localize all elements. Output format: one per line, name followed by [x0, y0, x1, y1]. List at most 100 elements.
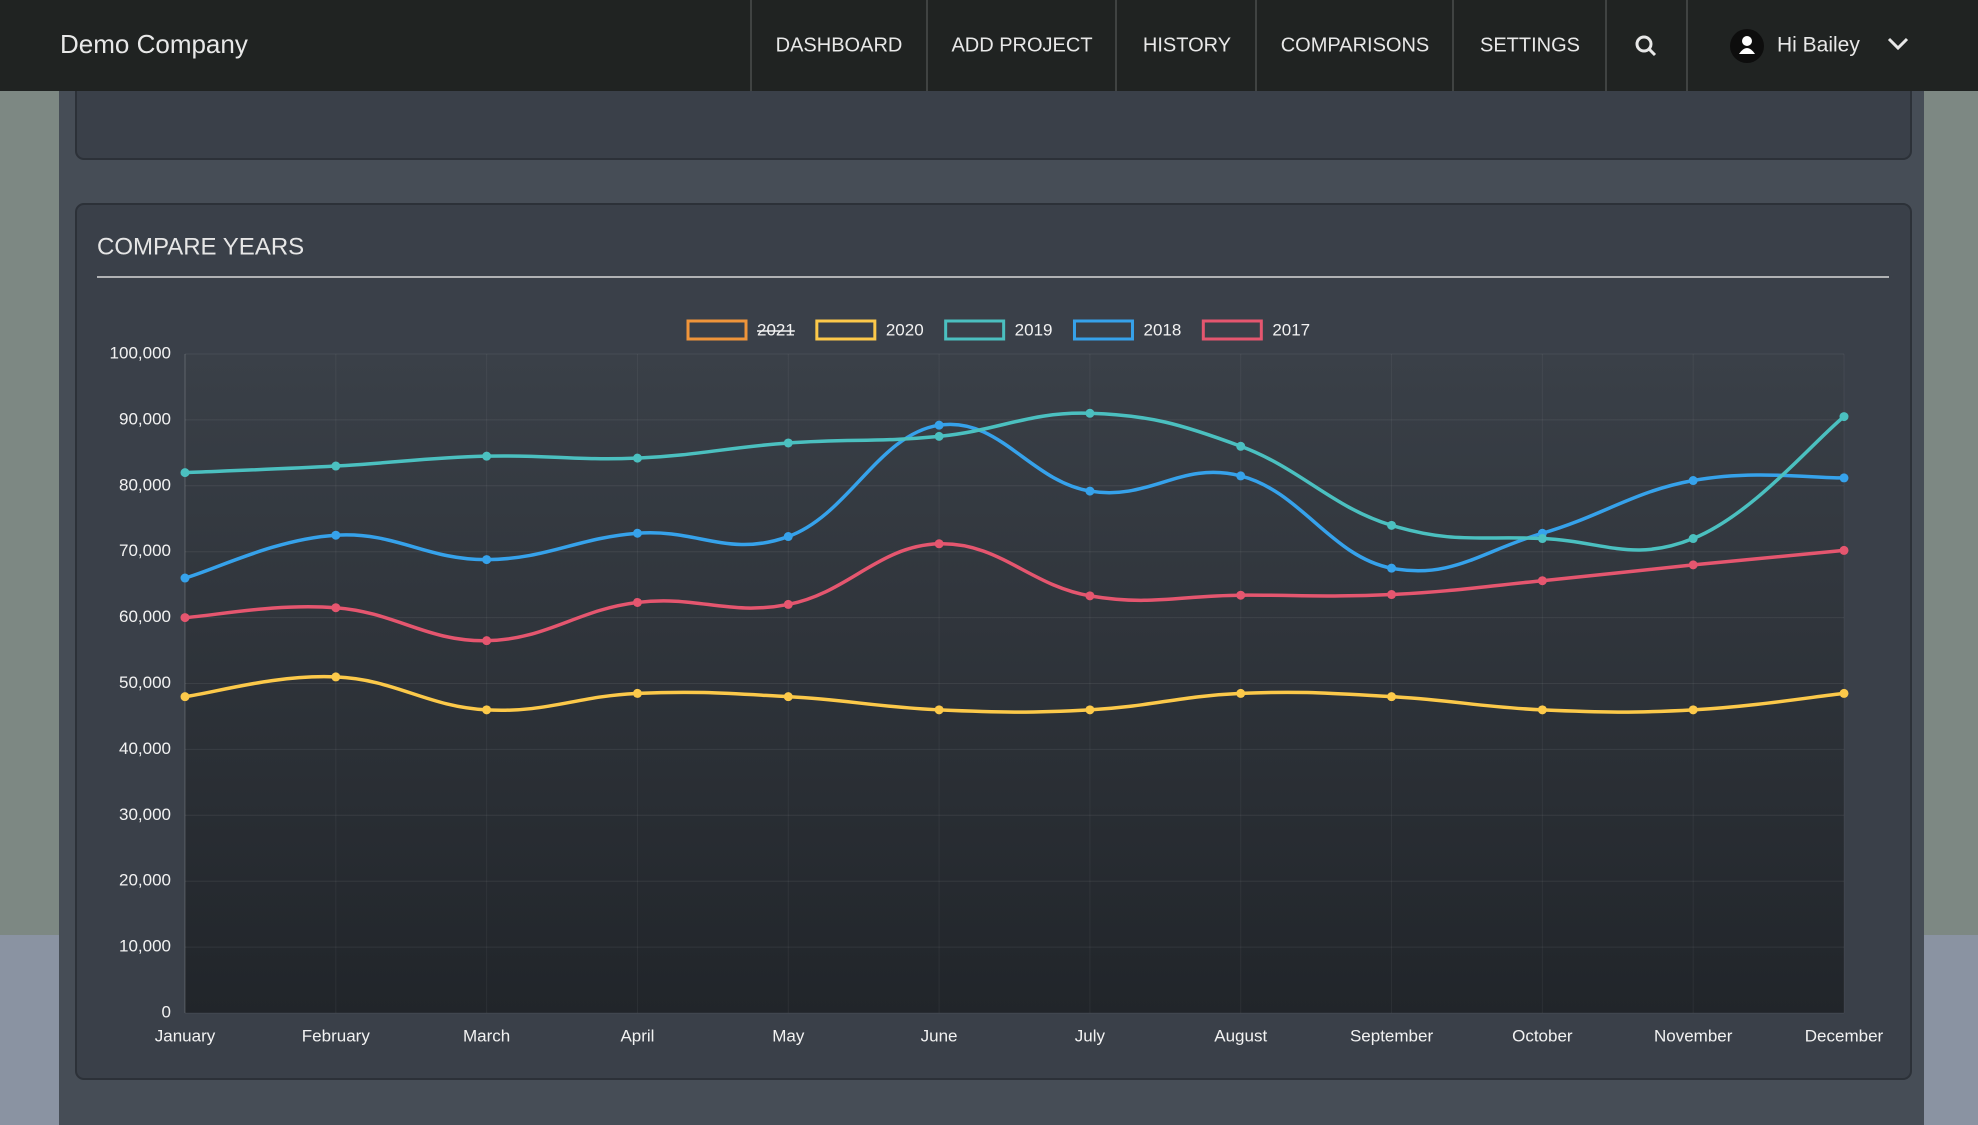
data-point[interactable]: [482, 451, 492, 461]
card-title: COMPARE YEARS: [97, 233, 304, 260]
data-point[interactable]: [783, 438, 793, 448]
data-point[interactable]: [632, 528, 642, 538]
data-point[interactable]: [1236, 441, 1246, 451]
data-point[interactable]: [1085, 408, 1095, 418]
x-tick-label: August: [1214, 1026, 1267, 1045]
x-tick-label: April: [620, 1026, 654, 1045]
legend-swatch: [1201, 319, 1263, 341]
data-point[interactable]: [1688, 705, 1698, 715]
data-point[interactable]: [1688, 560, 1698, 570]
data-point[interactable]: [482, 705, 492, 715]
data-point[interactable]: [783, 692, 793, 702]
nav-link[interactable]: SETTINGS: [1480, 34, 1580, 56]
series-line: [184, 674, 1845, 714]
data-point[interactable]: [1839, 545, 1849, 555]
data-point[interactable]: [1839, 688, 1849, 698]
nav-link[interactable]: ADD PROJECT: [951, 34, 1092, 56]
data-point[interactable]: [1236, 688, 1246, 698]
y-tick-label: 60,000: [119, 607, 171, 626]
x-tick-label: January: [155, 1026, 216, 1045]
x-tick-label: May: [772, 1026, 805, 1045]
data-point[interactable]: [1537, 705, 1547, 715]
data-point[interactable]: [482, 636, 492, 646]
data-point[interactable]: [1839, 412, 1849, 422]
data-point[interactable]: [180, 692, 190, 702]
data-point[interactable]: [1688, 476, 1698, 486]
x-tick-label: November: [1654, 1026, 1733, 1045]
series-line: [184, 422, 1845, 580]
chart: 0 10,000 20,000 30,000 40,000 50,000 60,000 70,…: [110, 319, 1884, 1045]
y-tick-label: 40,000: [119, 739, 171, 758]
data-point[interactable]: [1387, 692, 1397, 702]
data-point[interactable]: [180, 573, 190, 583]
data-point[interactable]: [1085, 705, 1095, 715]
data-point[interactable]: [1387, 563, 1397, 573]
x-tick-label: July: [1075, 1026, 1106, 1045]
data-point[interactable]: [1387, 590, 1397, 600]
data-point[interactable]: [331, 672, 341, 682]
data-point[interactable]: [1537, 534, 1547, 544]
data-point[interactable]: [331, 461, 341, 471]
data-point[interactable]: [783, 532, 793, 542]
y-tick-label: 10,000: [119, 937, 171, 956]
y-tick-label: 20,000: [119, 871, 171, 890]
data-point[interactable]: [632, 453, 642, 463]
brand[interactable]: Demo Company: [60, 29, 248, 59]
y-tick-label: 30,000: [119, 805, 171, 824]
x-tick-label: February: [302, 1026, 371, 1045]
legend-label[interactable]: 2017: [1272, 320, 1310, 339]
avatar-head: [1742, 36, 1752, 46]
legend-label[interactable]: 2019: [1015, 320, 1053, 339]
nav-link[interactable]: HISTORY: [1143, 34, 1231, 56]
legend-swatch: [1072, 319, 1134, 341]
user-greeting[interactable]: Hi Bailey: [1777, 34, 1860, 57]
y-tick-label: 70,000: [119, 541, 171, 560]
x-tick-label: September: [1350, 1026, 1433, 1045]
legend-label[interactable]: 2021: [757, 320, 795, 339]
data-point[interactable]: [1387, 520, 1397, 530]
avatar-body: [1739, 48, 1755, 54]
data-point[interactable]: [783, 599, 793, 609]
data-point[interactable]: [632, 688, 642, 698]
search-icon[interactable]: [1635, 35, 1657, 57]
legend-swatch: [815, 319, 877, 341]
nav-link[interactable]: DASHBOARD: [776, 34, 903, 56]
nav-items: DASHBOARD ADD PROJECT HISTORY COMPARISONS SE…: [750, 0, 1688, 91]
data-point[interactable]: [934, 539, 944, 549]
x-tick-label: March: [463, 1026, 510, 1045]
data-point[interactable]: [331, 530, 341, 540]
data-point[interactable]: [1085, 486, 1095, 496]
y-tick-label: 0: [162, 1002, 171, 1021]
data-point[interactable]: [331, 603, 341, 613]
legend-label[interactable]: 2018: [1143, 320, 1181, 339]
data-point[interactable]: [934, 431, 944, 441]
series-line: [184, 542, 1845, 643]
data-point[interactable]: [1236, 590, 1246, 600]
y-tick-label: 90,000: [119, 409, 171, 428]
data-point[interactable]: [1085, 591, 1095, 601]
dropdown-caret[interactable]: [1887, 37, 1909, 51]
navbar: [0, 0, 1978, 91]
data-point[interactable]: [632, 597, 642, 607]
series-line: [184, 411, 1846, 552]
legend-swatch: [944, 319, 1006, 341]
data-point[interactable]: [180, 613, 190, 623]
data-point[interactable]: [1839, 473, 1849, 483]
plot-area: [185, 354, 1844, 1013]
data-point[interactable]: [1688, 534, 1698, 544]
legend-swatch: [686, 319, 748, 341]
nav-link[interactable]: COMPARISONS: [1281, 34, 1430, 56]
legend-label[interactable]: 2020: [886, 320, 924, 339]
y-tick-label: 50,000: [119, 673, 171, 692]
y-tick-label: 80,000: [119, 475, 171, 494]
x-tick-label: June: [921, 1026, 958, 1045]
data-point[interactable]: [180, 468, 190, 478]
data-point[interactable]: [934, 705, 944, 715]
data-point[interactable]: [934, 420, 944, 430]
data-point[interactable]: [1537, 576, 1547, 586]
x-tick-label: December: [1805, 1026, 1884, 1045]
data-point[interactable]: [482, 555, 492, 565]
data-point[interactable]: [1236, 471, 1246, 481]
